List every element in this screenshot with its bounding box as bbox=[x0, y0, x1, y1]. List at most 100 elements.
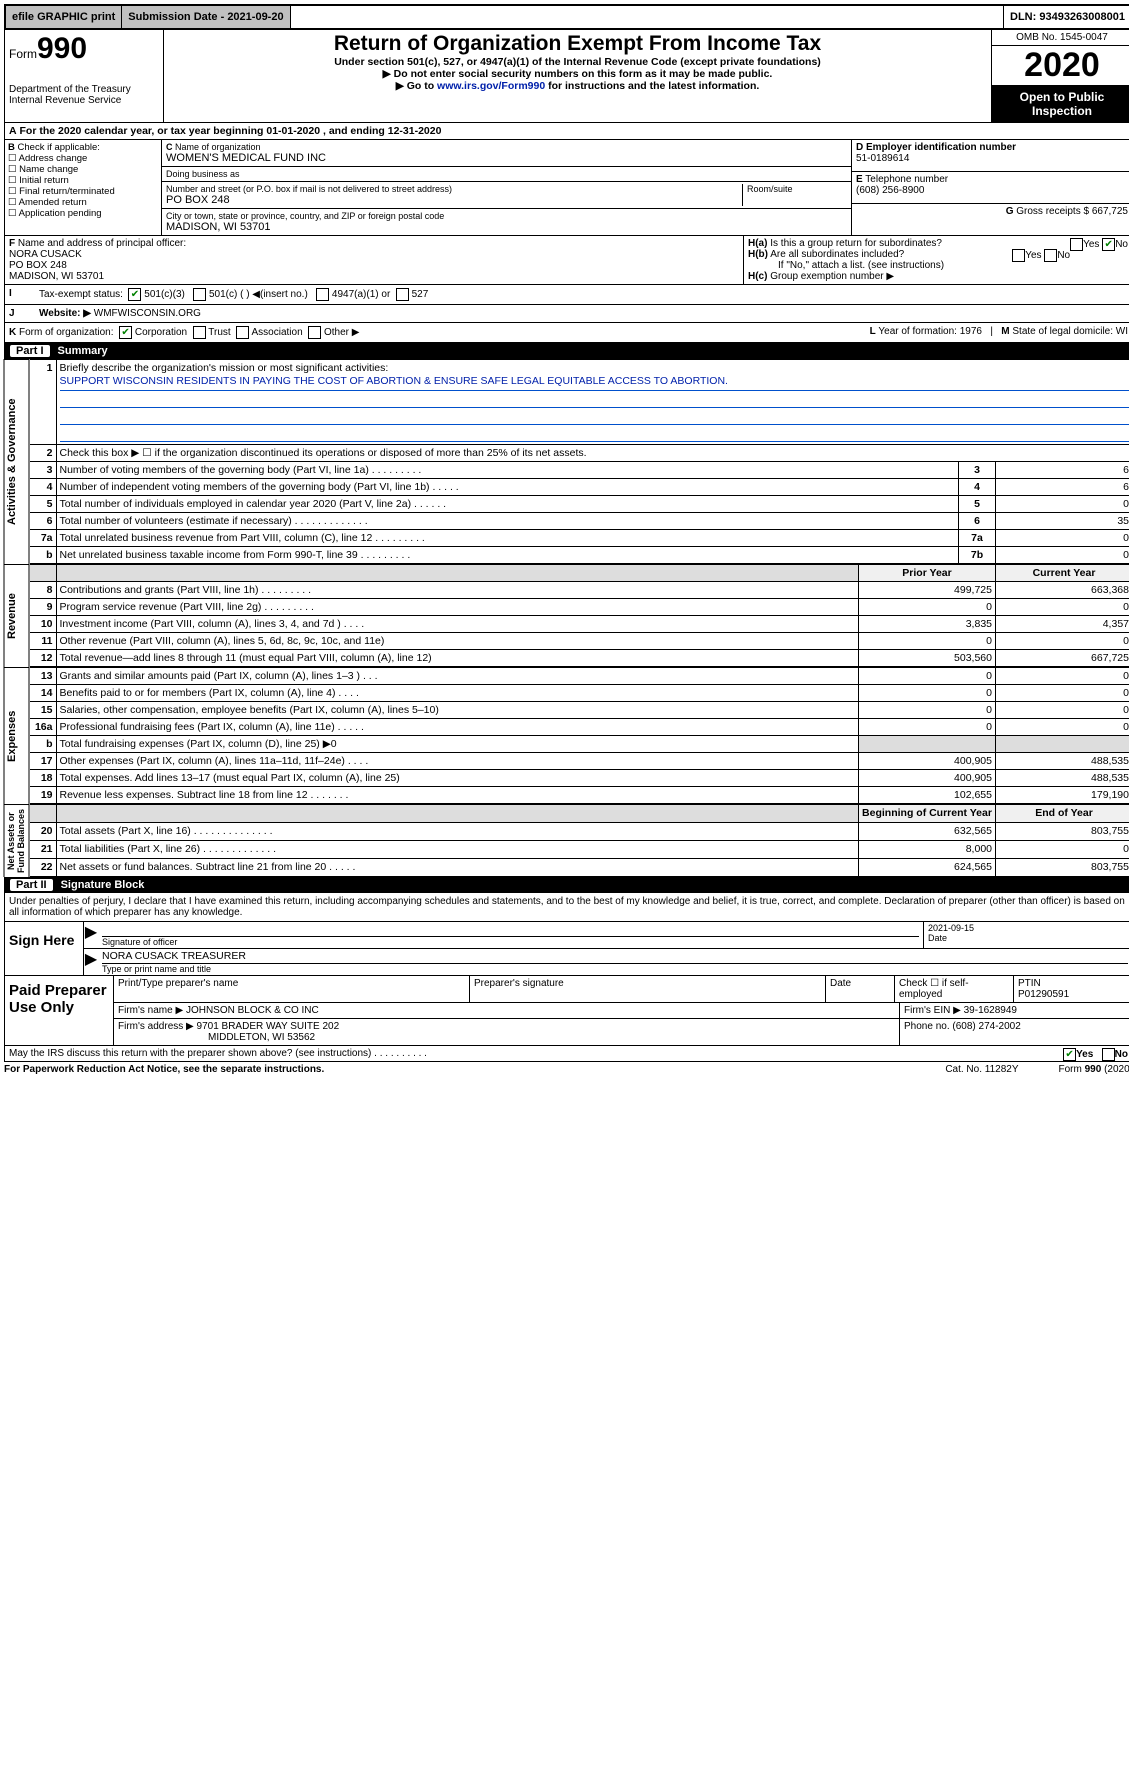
sign-here-label: Sign Here bbox=[5, 922, 84, 975]
summary-row: 5Total number of individuals employed in… bbox=[30, 496, 1129, 513]
form-header: Form990 Department of the Treasury Inter… bbox=[4, 30, 1129, 123]
city-state-zip: MADISON, WI 53701 bbox=[166, 221, 847, 233]
form-subtitle-1: Under section 501(c), 527, or 4947(a)(1)… bbox=[170, 56, 985, 68]
summary-row: 19Revenue less expenses. Subtract line 1… bbox=[30, 787, 1129, 804]
sig-arrow-icon-2: ▶ bbox=[84, 949, 98, 975]
section-c: C Name of organization WOMEN'S MEDICAL F… bbox=[162, 140, 851, 235]
header-left: Form990 Department of the Treasury Inter… bbox=[5, 30, 164, 122]
dln-label: DLN: 93493263008001 bbox=[1003, 6, 1129, 28]
chk-4947[interactable] bbox=[316, 288, 329, 301]
summary-row: 9Program service revenue (Part VIII, lin… bbox=[30, 599, 1129, 616]
discuss-yes[interactable] bbox=[1063, 1048, 1076, 1061]
revenue-section: Revenue Prior YearCurrent Year 8Contribu… bbox=[4, 564, 1129, 667]
vlabel-expenses: Expenses bbox=[4, 667, 30, 804]
chk-501c[interactable] bbox=[193, 288, 206, 301]
summary-row: 21Total liabilities (Part X, line 26) . … bbox=[30, 841, 1129, 859]
entity-block: B Check if applicable: Address change Na… bbox=[4, 140, 1129, 236]
hb-no[interactable] bbox=[1044, 249, 1057, 262]
efile-print-button[interactable]: efile GRAPHIC print bbox=[6, 6, 122, 28]
discuss-row: May the IRS discuss this return with the… bbox=[4, 1046, 1129, 1062]
summary-row: 6Total number of volunteers (estimate if… bbox=[30, 513, 1129, 530]
sign-here-block: Sign Here ▶ Signature of officer 2021-09… bbox=[4, 922, 1129, 976]
firm-name: JOHNSON BLOCK & CO INC bbox=[186, 1005, 319, 1016]
dept-label: Department of the Treasury Internal Reve… bbox=[9, 84, 159, 106]
summary-row: 11Other revenue (Part VIII, column (A), … bbox=[30, 633, 1129, 650]
website-value: WMFWISCONSIN.ORG bbox=[94, 308, 201, 319]
vlabel-netassets: Net Assets or Fund Balances bbox=[4, 804, 30, 877]
summary-row: 8Contributions and grants (Part VIII, li… bbox=[30, 582, 1129, 599]
section-b: B Check if applicable: Address change Na… bbox=[5, 140, 162, 235]
mission-text: SUPPORT WISCONSIN RESIDENTS IN PAYING TH… bbox=[60, 374, 1129, 391]
sig-arrow-icon: ▶ bbox=[84, 922, 98, 948]
vlabel-activities: Activities & Governance bbox=[4, 359, 30, 564]
ha-yes[interactable] bbox=[1070, 238, 1083, 251]
section-deg: D Employer identification number 51-0189… bbox=[851, 140, 1129, 235]
paid-preparer-block: Paid Preparer Use Only Print/Type prepar… bbox=[4, 976, 1129, 1046]
discuss-no[interactable] bbox=[1102, 1048, 1115, 1061]
summary-row: 14Benefits paid to or for members (Part … bbox=[30, 685, 1129, 702]
firm-ein: 39-1628949 bbox=[964, 1005, 1017, 1016]
section-f: F Name and address of principal officer:… bbox=[5, 236, 744, 284]
street-address: PO BOX 248 bbox=[166, 194, 738, 206]
summary-row: bNet unrelated business taxable income f… bbox=[30, 547, 1129, 564]
summary-row: 10Investment income (Part VIII, column (… bbox=[30, 616, 1129, 633]
header-right: OMB No. 1545-0047 2020 Open to Public In… bbox=[991, 30, 1129, 122]
summary-row: 20Total assets (Part X, line 16) . . . .… bbox=[30, 823, 1129, 841]
cat-no: Cat. No. 11282Y bbox=[945, 1064, 1018, 1075]
chk-trust[interactable] bbox=[193, 326, 206, 339]
sign-date: 2021-09-15 bbox=[928, 923, 1128, 933]
summary-row: 17Other expenses (Part IX, column (A), l… bbox=[30, 753, 1129, 770]
summary-row: 18Total expenses. Add lines 13–17 (must … bbox=[30, 770, 1129, 787]
omb-number: OMB No. 1545-0047 bbox=[992, 30, 1129, 46]
telephone-value: (608) 256-8900 bbox=[856, 185, 924, 196]
officer-city: MADISON, WI 53701 bbox=[9, 271, 104, 282]
org-name: WOMEN'S MEDICAL FUND INC bbox=[166, 152, 847, 164]
legal-domicile: State of legal domicile: WI bbox=[1012, 326, 1128, 337]
row-a-period: A For the 2020 calendar year, or tax yea… bbox=[4, 123, 1129, 140]
activities-governance-section: Activities & Governance 1 Briefly descri… bbox=[4, 359, 1129, 564]
form-number: Form990 bbox=[9, 32, 159, 66]
chk-501c3[interactable] bbox=[128, 288, 141, 301]
chk-app-pending[interactable]: Application pending bbox=[8, 208, 102, 219]
submission-date-button[interactable]: Submission Date - 2021-09-20 bbox=[122, 6, 290, 28]
ha-no[interactable] bbox=[1102, 238, 1115, 251]
summary-row: 13Grants and similar amounts paid (Part … bbox=[30, 668, 1129, 685]
perjury-text: Under penalties of perjury, I declare th… bbox=[4, 893, 1129, 922]
hb-yes[interactable] bbox=[1012, 249, 1025, 262]
row-i: I Tax-exempt status: 501(c)(3) 501(c) ( … bbox=[4, 285, 1129, 305]
summary-row: 4Number of independent voting members of… bbox=[30, 479, 1129, 496]
footer: For Paperwork Reduction Act Notice, see … bbox=[4, 1062, 1129, 1077]
row-k: K Form of organization: Corporation Trus… bbox=[4, 323, 1129, 343]
section-h: H(a) Is this a group return for subordin… bbox=[744, 236, 1129, 284]
form-subtitle-3: Go to www.irs.gov/Form990 for instructio… bbox=[170, 80, 985, 92]
chk-name-change[interactable]: Name change bbox=[8, 164, 78, 175]
chk-amended[interactable]: Amended return bbox=[8, 197, 87, 208]
chk-assoc[interactable] bbox=[236, 326, 249, 339]
irs-link[interactable]: www.irs.gov/Form990 bbox=[437, 80, 545, 92]
paid-preparer-label: Paid Preparer Use Only bbox=[5, 976, 114, 1045]
chk-address-change[interactable]: Address change bbox=[8, 153, 87, 164]
firm-address: 9701 BRADER WAY SUITE 202 bbox=[197, 1021, 340, 1032]
tax-year: 2020 bbox=[992, 46, 1129, 86]
netassets-section: Net Assets or Fund Balances Beginning of… bbox=[4, 804, 1129, 877]
summary-row: 15Salaries, other compensation, employee… bbox=[30, 702, 1129, 719]
vlabel-revenue: Revenue bbox=[4, 564, 30, 667]
summary-row: 3Number of voting members of the governi… bbox=[30, 462, 1129, 479]
expenses-section: Expenses 13Grants and similar amounts pa… bbox=[4, 667, 1129, 804]
summary-row: 7aTotal unrelated business revenue from … bbox=[30, 530, 1129, 547]
chk-other[interactable] bbox=[308, 326, 321, 339]
summary-row: bTotal fundraising expenses (Part IX, co… bbox=[30, 736, 1129, 753]
header-middle: Return of Organization Exempt From Incom… bbox=[164, 30, 991, 122]
summary-row: 16aProfessional fundraising fees (Part I… bbox=[30, 719, 1129, 736]
gross-receipts: 667,725 bbox=[1092, 206, 1128, 217]
officer-addr: PO BOX 248 bbox=[9, 260, 67, 271]
chk-527[interactable] bbox=[396, 288, 409, 301]
part2-bar: Part IISignature Block bbox=[4, 877, 1129, 893]
chk-initial-return[interactable]: Initial return bbox=[8, 175, 69, 186]
chk-corp[interactable] bbox=[119, 326, 132, 339]
year-formation: Year of formation: 1976 bbox=[878, 326, 982, 337]
open-inspection: Open to Public Inspection bbox=[992, 86, 1129, 122]
chk-final-return[interactable]: Final return/terminated bbox=[8, 186, 115, 197]
form-subtitle-2: Do not enter social security numbers on … bbox=[170, 68, 985, 80]
form-title: Return of Organization Exempt From Incom… bbox=[170, 32, 985, 56]
